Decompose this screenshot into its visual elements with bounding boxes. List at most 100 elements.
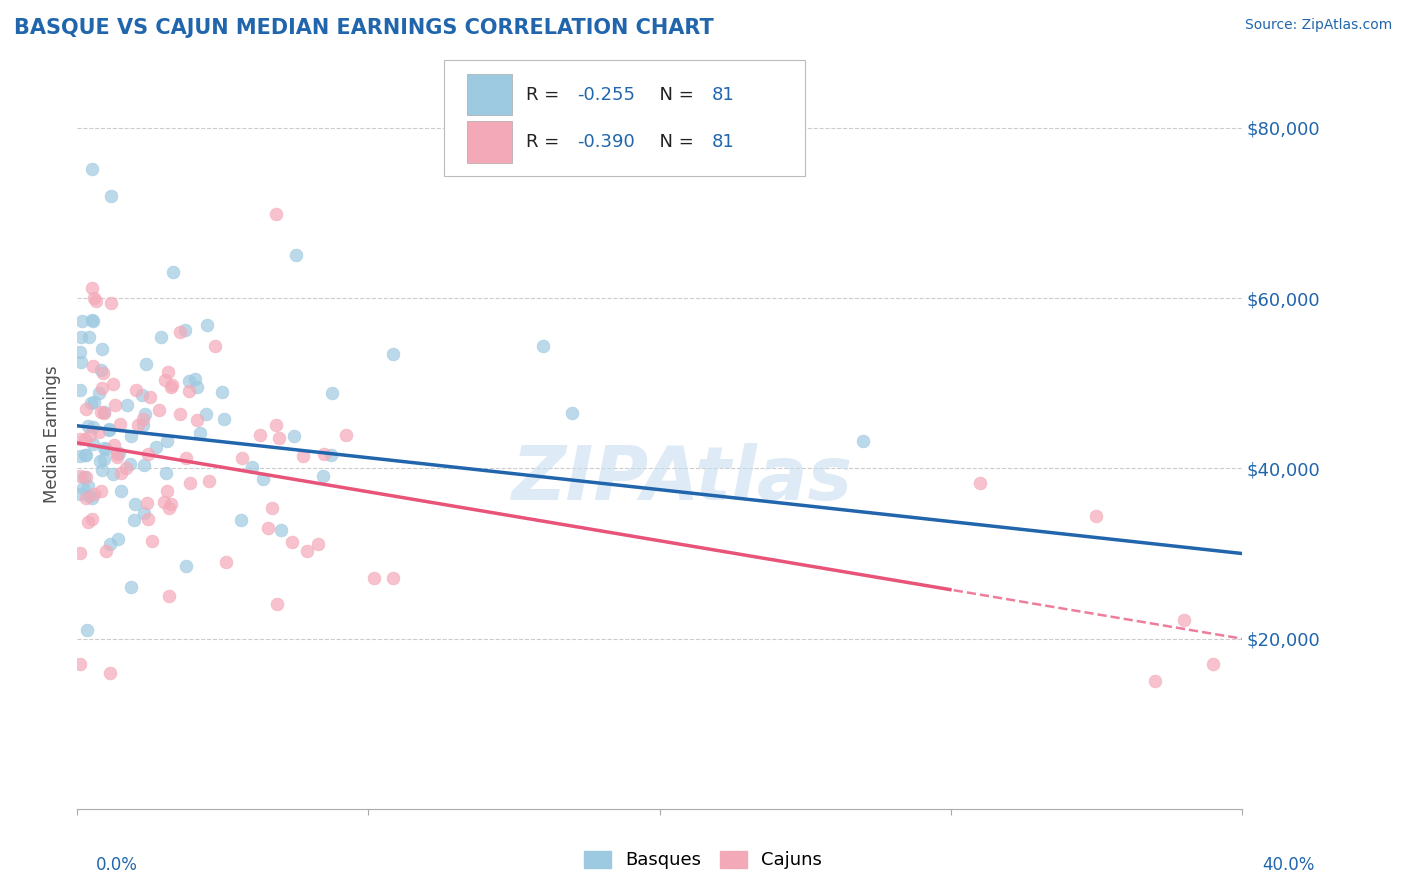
Point [1173, 613, 1195, 627]
Point [103, 438, 125, 452]
Point [188, 426, 211, 441]
Point [256, 520, 278, 534]
Point [186, 413, 208, 427]
Text: 40.0%: 40.0% [1263, 856, 1315, 874]
Point [204, 339, 226, 353]
Point [94, 442, 117, 456]
Point [80, 396, 103, 410]
Point [82, 314, 104, 328]
Point [77, 418, 100, 433]
Point [297, 544, 319, 558]
Point [264, 207, 287, 221]
Point [82, 437, 104, 451]
Point [69, 432, 91, 446]
Point [135, 496, 157, 510]
Point [139, 390, 162, 404]
Point [266, 597, 288, 611]
FancyBboxPatch shape [467, 74, 512, 115]
Point [852, 434, 875, 449]
Point [69, 383, 91, 397]
Point [82, 512, 104, 526]
Point [100, 295, 122, 310]
Text: 81: 81 [711, 133, 735, 151]
Point [292, 450, 315, 464]
Point [179, 476, 201, 491]
Point [100, 189, 122, 203]
Point [110, 484, 132, 499]
Point [156, 483, 179, 498]
Point [90, 362, 112, 376]
Point [186, 380, 208, 394]
Y-axis label: Median Earnings: Median Earnings [44, 366, 60, 503]
Point [69, 546, 91, 560]
Point [89, 453, 111, 467]
Point [162, 377, 184, 392]
Point [184, 372, 207, 386]
Point [83, 291, 105, 305]
Point [75, 402, 97, 417]
Point [104, 398, 127, 412]
Point [195, 318, 218, 333]
Point [73, 448, 96, 462]
Point [136, 447, 159, 461]
Point [83, 394, 105, 409]
Point [160, 380, 183, 394]
Point [156, 434, 179, 449]
Point [79, 489, 101, 503]
Point [231, 450, 253, 465]
Point [80, 491, 103, 505]
Point [89, 425, 111, 439]
Point [321, 385, 343, 400]
Point [198, 474, 221, 488]
Point [561, 406, 583, 420]
Point [260, 500, 283, 515]
Point [124, 497, 146, 511]
Point [80, 161, 103, 176]
Text: N =: N = [648, 133, 699, 151]
Point [107, 532, 129, 546]
Point [153, 373, 176, 387]
Point [285, 248, 308, 262]
Point [82, 281, 104, 295]
Point [98, 422, 121, 436]
Point [214, 555, 236, 569]
Text: ZIPAtlas: ZIPAtlas [512, 442, 853, 516]
Point [77, 479, 100, 493]
Point [120, 429, 142, 443]
Point [1202, 657, 1225, 671]
Point [531, 339, 554, 353]
Point [249, 428, 271, 442]
Point [75, 448, 97, 462]
Point [252, 472, 274, 486]
Point [73, 470, 96, 484]
Point [91, 342, 114, 356]
Point [177, 374, 200, 388]
Point [211, 384, 233, 399]
Point [108, 417, 131, 431]
Point [69, 450, 91, 464]
Point [90, 381, 112, 395]
Point [307, 536, 329, 550]
Point [93, 452, 115, 467]
Point [229, 513, 252, 527]
Point [80, 313, 103, 327]
Text: -0.255: -0.255 [576, 86, 636, 103]
Point [173, 323, 195, 337]
Point [76, 624, 98, 638]
Point [174, 558, 197, 573]
Point [212, 412, 235, 426]
Text: Source: ZipAtlas.com: Source: ZipAtlas.com [1244, 18, 1392, 32]
Text: BASQUE VS CAJUN MEDIAN EARNINGS CORRELATION CHART: BASQUE VS CAJUN MEDIAN EARNINGS CORRELAT… [14, 18, 714, 37]
Point [321, 448, 343, 462]
Point [115, 398, 138, 412]
Point [148, 402, 170, 417]
Point [131, 387, 153, 401]
Text: 0.0%: 0.0% [96, 856, 138, 874]
Point [312, 447, 335, 461]
Point [98, 537, 121, 551]
Point [70, 355, 93, 369]
Point [91, 367, 114, 381]
Point [363, 571, 385, 585]
Point [69, 657, 91, 672]
Point [153, 495, 176, 509]
